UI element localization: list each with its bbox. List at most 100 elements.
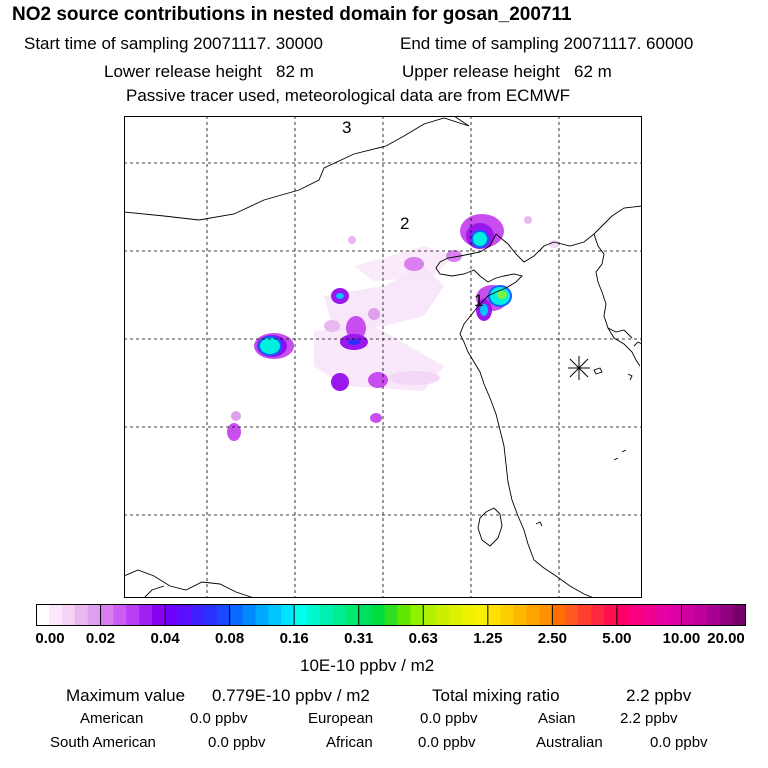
colorbar-cell — [655, 604, 670, 626]
plume-core — [336, 293, 344, 299]
colorbar-tick-label: 0.31 — [344, 630, 374, 647]
border-southwest — [124, 569, 255, 598]
region-name: African — [326, 734, 373, 751]
region-value: 0.0 ppbv — [650, 734, 708, 751]
colorbar-tick-label: 0.63 — [408, 630, 438, 647]
plume-light — [368, 308, 380, 320]
colorbar-cell — [268, 604, 282, 626]
region-value: 0.0 ppbv — [208, 734, 266, 751]
plume-mid — [368, 372, 388, 388]
colorbar-cell — [604, 604, 618, 626]
plume-label-2: 2 — [400, 214, 409, 233]
plume-faint — [524, 216, 532, 224]
plume-mid — [227, 423, 241, 441]
island-jeju — [593, 367, 603, 375]
region-value: 0.0 ppbv — [420, 710, 478, 727]
island-japan-1 — [633, 341, 642, 347]
plume-light — [404, 257, 424, 271]
colorbar-cell — [139, 604, 153, 626]
colorbar-cell — [74, 604, 89, 626]
plume-core — [348, 339, 360, 345]
colorbar-cell — [203, 604, 218, 626]
plume-strong — [331, 373, 349, 391]
colorbar-cell — [436, 604, 450, 626]
colorbar-cell — [281, 604, 295, 626]
plume-light — [370, 413, 382, 423]
colorbar-cell — [616, 604, 631, 626]
colorbar-cell — [332, 604, 347, 626]
colorbar-tick-label: 20.00 — [707, 630, 745, 647]
colorbar-cell — [707, 604, 721, 626]
region-name: Asian — [538, 710, 576, 727]
colorbar-cell — [681, 604, 695, 626]
total-mixing-label: Total mixing ratio — [432, 686, 560, 705]
plume-faint — [388, 371, 440, 385]
colorbar-cell — [449, 604, 463, 626]
colorbar-cell — [720, 604, 734, 626]
border-korea — [553, 205, 642, 247]
colorbar-cell — [255, 604, 269, 626]
upper-release-value: 62 m — [574, 62, 612, 81]
region-name: South American — [50, 734, 156, 751]
colorbar-tick-label: 0.00 — [35, 630, 65, 647]
colorbar-cell — [216, 604, 231, 626]
coast-bohai — [435, 233, 535, 561]
coast-korea-south — [607, 327, 633, 339]
colorbar-cell — [320, 604, 334, 626]
colorbar-cell — [423, 604, 437, 626]
upper-release-label: Upper release height — [402, 62, 560, 81]
island-small — [535, 521, 543, 527]
colorbar-cell — [294, 604, 308, 626]
coast-liaodong — [495, 233, 555, 263]
max-value-label: Maximum value — [66, 686, 186, 705]
lower-release-value: 82 m — [276, 62, 314, 81]
colorbar-cell — [100, 604, 114, 626]
colorbar — [36, 604, 746, 626]
plume-peak — [497, 291, 507, 299]
colorbar-cell — [307, 604, 321, 626]
island-japan-2 — [627, 373, 633, 381]
max-value: 0.779E-10 ppbv / m2 — [212, 686, 370, 705]
colorbar-cell — [733, 604, 746, 626]
region-value: 2.2 ppbv — [620, 710, 678, 727]
border-northeast — [453, 116, 470, 127]
colorbar-tick-label: 0.02 — [85, 630, 116, 647]
plume-light — [446, 250, 462, 262]
colorbar-cell — [526, 604, 540, 626]
plumes — [227, 214, 559, 441]
colorbar-cell — [36, 604, 50, 626]
colorbar-cell — [87, 604, 102, 626]
graticule — [124, 116, 642, 598]
star-marker-stroke — [569, 358, 589, 378]
colorbar-tick-label: 0.08 — [215, 630, 245, 647]
island-taiwan — [477, 507, 503, 547]
colorbar-cell — [152, 604, 166, 626]
colorbar-cell — [552, 604, 566, 626]
colorbar-cell — [500, 604, 515, 626]
colorbar-tick-label: 0.04 — [150, 630, 180, 647]
lower-release: Lower release height 82 m — [104, 62, 314, 82]
plume-mid — [346, 316, 366, 340]
plume-faint — [324, 266, 444, 331]
colorbar-cell — [397, 604, 411, 626]
colorbar-cell — [113, 604, 127, 626]
colorbar-frame — [36, 604, 746, 626]
colorbar-unit: 10E-10 ppbv / m2 — [300, 656, 435, 675]
colorbar-tick-label: 10.00 — [662, 630, 701, 647]
colorbar-cell — [410, 604, 424, 626]
colorbar-tick-label: 5.00 — [602, 630, 632, 647]
colorbar-cell — [694, 604, 708, 626]
colorbar-cell — [242, 604, 256, 626]
border-north — [124, 117, 470, 221]
border-southwest-2 — [143, 585, 165, 598]
coast-south — [533, 559, 595, 598]
colorbar-cell — [345, 604, 360, 626]
colorbar-cell — [642, 604, 657, 626]
colorbar-cell — [487, 604, 502, 626]
star-marker — [568, 356, 590, 380]
coastlines — [124, 116, 642, 598]
start-time-value: 20071117. 30000 — [193, 34, 323, 53]
map-panel: 3 2 1 — [124, 116, 642, 598]
colorbar-cell — [565, 604, 579, 626]
end-time: End time of sampling 20071117. 60000 — [400, 34, 693, 54]
